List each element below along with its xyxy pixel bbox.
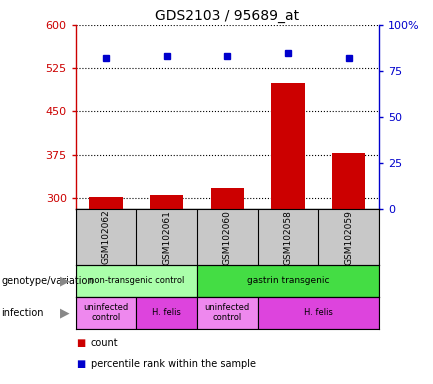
Text: H. felis: H. felis bbox=[304, 308, 333, 317]
Text: infection: infection bbox=[1, 308, 44, 318]
Text: uninfected
control: uninfected control bbox=[84, 303, 129, 323]
Bar bbox=[76, 297, 136, 329]
Bar bbox=[258, 297, 379, 329]
Text: ▶: ▶ bbox=[60, 306, 70, 319]
Title: GDS2103 / 95689_at: GDS2103 / 95689_at bbox=[155, 8, 299, 23]
Bar bbox=[150, 195, 184, 371]
Text: percentile rank within the sample: percentile rank within the sample bbox=[91, 359, 256, 369]
Text: GSM102060: GSM102060 bbox=[223, 210, 232, 265]
Bar bbox=[271, 83, 305, 371]
Text: GSM102058: GSM102058 bbox=[284, 210, 292, 265]
Text: H. felis: H. felis bbox=[152, 308, 181, 317]
Bar bbox=[332, 153, 365, 371]
Text: ▶: ▶ bbox=[60, 275, 70, 287]
Text: GSM102061: GSM102061 bbox=[162, 210, 171, 265]
Bar bbox=[211, 188, 244, 371]
Text: gastrin transgenic: gastrin transgenic bbox=[247, 276, 329, 285]
Text: GSM102059: GSM102059 bbox=[344, 210, 353, 265]
Text: GSM102062: GSM102062 bbox=[102, 210, 110, 265]
Bar bbox=[89, 197, 123, 371]
Bar bbox=[197, 265, 379, 297]
Text: uninfected
control: uninfected control bbox=[205, 303, 250, 323]
Text: ■: ■ bbox=[76, 338, 85, 348]
Bar bbox=[136, 297, 197, 329]
Text: genotype/variation: genotype/variation bbox=[1, 276, 94, 286]
Bar bbox=[197, 297, 258, 329]
Text: count: count bbox=[91, 338, 119, 348]
Bar bbox=[76, 265, 197, 297]
Text: non-transgenic control: non-transgenic control bbox=[89, 276, 184, 285]
Text: ■: ■ bbox=[76, 359, 85, 369]
